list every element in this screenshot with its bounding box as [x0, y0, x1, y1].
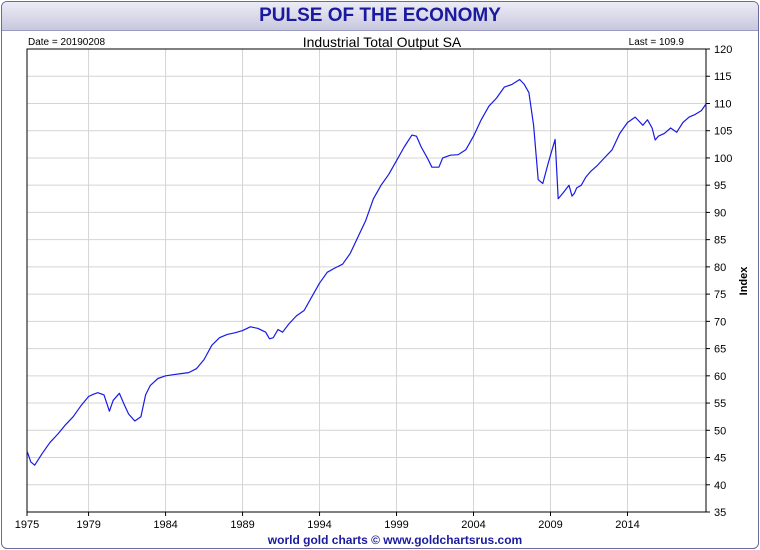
x-tick-label: 1984: [153, 519, 177, 531]
y-tick-label: 100: [714, 153, 732, 165]
y-tick-label: 90: [714, 207, 726, 219]
y-tick-label: 85: [714, 235, 726, 247]
y-tick-label: 75: [714, 289, 726, 301]
last-value-label: Last = 109.9: [629, 37, 685, 48]
y-tick-label: 65: [714, 344, 726, 356]
x-tick-label: 2014: [615, 519, 639, 531]
x-tick-label: 1979: [76, 519, 100, 531]
page-title: PULSE OF THE ECONOMY: [259, 5, 501, 26]
y-tick-label: 55: [714, 398, 726, 410]
y-tick-label: 50: [714, 425, 726, 437]
series-line: [26, 78, 707, 466]
y-tick-label: 105: [714, 126, 732, 138]
x-tick-label: 1999: [384, 519, 408, 531]
x-tick-label: 2004: [461, 519, 485, 531]
x-tick-label: 2009: [538, 519, 562, 531]
y-tick-label: 70: [714, 316, 726, 328]
y-tick-label: 45: [714, 453, 726, 465]
plot-area-border: [26, 48, 707, 513]
chart-title: Industrial Total Output SA: [303, 34, 462, 50]
grid-lines: [27, 49, 706, 512]
y-tick-label: 80: [714, 262, 726, 274]
y-tick-label: 115: [714, 71, 732, 83]
y-tick-label: 40: [714, 480, 726, 492]
footer-credit: world gold charts © www.goldchartsrus.co…: [267, 533, 522, 547]
y-axis-label: Index: [738, 266, 750, 296]
x-tick-label: 1994: [307, 519, 331, 531]
title-bar: PULSE OF THE ECONOMY: [2, 2, 758, 31]
axis-ticks: 35 40 45 50 55 60 65 70 75 80 85 90 95 100 105 110 115 12…: [15, 44, 733, 531]
x-tick-label: 1989: [230, 519, 254, 531]
y-tick-label: 110: [714, 98, 732, 110]
date-label: Date = 20190208: [28, 37, 105, 48]
y-tick-label: 60: [714, 371, 726, 383]
x-tick-label: 1975: [15, 519, 39, 531]
y-tick-label: 35: [714, 507, 726, 519]
y-tick-label: 120: [714, 44, 732, 56]
y-tick-label: 95: [714, 180, 726, 192]
